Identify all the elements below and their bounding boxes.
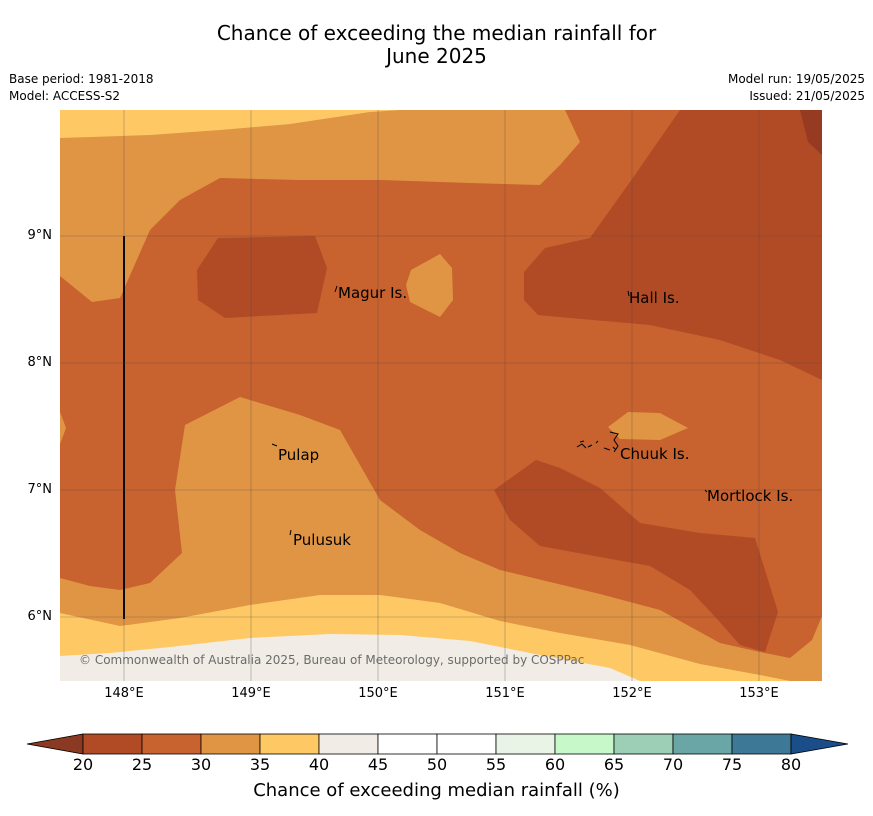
- colorbar-label-55: 55: [485, 755, 507, 774]
- place-chuuk: Chuuk Is.: [620, 445, 690, 463]
- mortlock-island-shape: [704, 489, 708, 493]
- title-line-2: June 2025: [386, 44, 487, 68]
- copyright-notice: © Commonwealth of Australia 2025, Bureau…: [79, 653, 585, 667]
- colorbar-swatch-75: [731, 733, 792, 755]
- lat-tick-9n: 9°N: [27, 228, 53, 243]
- rainfall-map: [60, 110, 822, 681]
- colorbar-swatch-60: [554, 733, 615, 755]
- map-title: Chance of exceeding the median rainfall …: [0, 22, 873, 68]
- colorbar-label-50: 50: [426, 755, 448, 774]
- grid-lines: [60, 110, 822, 681]
- colorbar: [26, 733, 849, 755]
- colorbar-label-75: 75: [721, 755, 743, 774]
- chuuk-lagoon-shape: [576, 431, 619, 453]
- colorbar-swatch-55: [495, 733, 556, 755]
- colorbar-label-45: 45: [367, 755, 389, 774]
- model-info: Base period: 1981-2018 Model: ACCESS-S2: [9, 71, 154, 105]
- colorbar-label-30: 30: [190, 755, 212, 774]
- colorbar-over-arrow: [790, 733, 849, 755]
- place-hall: Hall Is.: [629, 289, 680, 307]
- band-below-20: [800, 110, 822, 155]
- colorbar-swatch-65: [613, 733, 674, 755]
- magur-island-shape: [334, 285, 338, 293]
- lat-tick-6n: 6°N: [27, 609, 53, 624]
- colorbar-title: Chance of exceeding median rainfall (%): [253, 780, 620, 801]
- colorbar-swatch-25: [141, 733, 202, 755]
- place-pulap: Pulap: [278, 446, 320, 464]
- colorbar-swatch-50: [436, 733, 497, 755]
- colorbar-label-65: 65: [603, 755, 625, 774]
- band-20-25-west: [197, 236, 327, 318]
- run-info: Model run: 19/05/2025 Issued: 21/05/2025: [728, 71, 865, 105]
- lat-tick-7n: 7°N: [27, 482, 53, 497]
- colorbar-swatch-35: [259, 733, 320, 755]
- colorbar-label-80: 80: [780, 755, 802, 774]
- pulusuk-island-shape: [289, 529, 292, 536]
- title-line-1: Chance of exceeding the median rainfall …: [216, 21, 657, 45]
- band-30-35-edge: [60, 412, 66, 444]
- issued-date: Issued: 21/05/2025: [749, 89, 865, 103]
- model-name: Model: ACCESS-S2: [9, 89, 121, 103]
- band-30-35-island: [406, 254, 453, 317]
- colorbar-label-70: 70: [662, 755, 684, 774]
- base-period: Base period: 1981-2018: [9, 72, 154, 86]
- lon-tick-148e: 148°E: [104, 686, 144, 701]
- place-mortlock: Mortlock Is.: [707, 487, 794, 505]
- lon-tick-151e: 151°E: [485, 686, 525, 701]
- lon-tick-153e: 153°E: [739, 686, 779, 701]
- place-pulusuk: Pulusuk: [293, 531, 351, 549]
- lon-tick-152e: 152°E: [612, 686, 652, 701]
- colorbar-label-25: 25: [131, 755, 153, 774]
- colorbar-swatch-70: [672, 733, 733, 755]
- colorbar-label-60: 60: [544, 755, 566, 774]
- model-run-date: Model run: 19/05/2025: [727, 72, 865, 86]
- colorbar-swatch-20: [82, 733, 143, 755]
- lat-tick-8n: 8°N: [27, 355, 53, 370]
- band-30-35-chuuk-patch: [608, 412, 688, 440]
- band-20-25-south: [494, 460, 778, 652]
- colorbar-label-35: 35: [249, 755, 271, 774]
- place-magur: Magur Is.: [338, 284, 408, 302]
- colorbar-label-20: 20: [72, 755, 94, 774]
- colorbar-swatch-45: [377, 733, 438, 755]
- colorbar-under-arrow: [26, 733, 84, 755]
- band-20-25-east: [524, 110, 822, 380]
- hall-island-shape: [627, 290, 630, 297]
- island-outlines: [271, 285, 708, 536]
- colorbar-swatch-40: [318, 733, 379, 755]
- colorbar-label-40: 40: [308, 755, 330, 774]
- lon-tick-150e: 150°E: [358, 686, 398, 701]
- pulap-island-shape: [271, 443, 278, 447]
- lon-tick-149e: 149°E: [231, 686, 271, 701]
- colorbar-swatch-30: [200, 733, 261, 755]
